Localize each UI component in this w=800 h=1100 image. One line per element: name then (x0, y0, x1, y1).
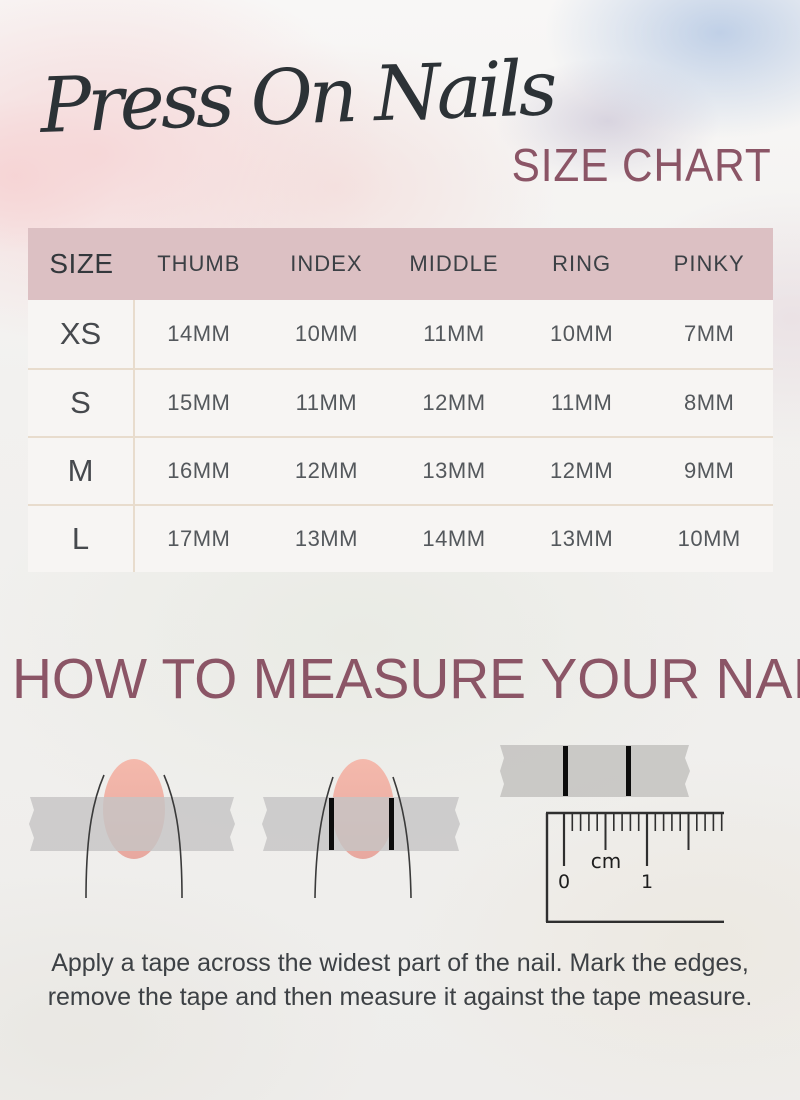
size-label: M (28, 438, 135, 504)
instructions-line-2: remove the tape and then measure it agai… (47, 983, 753, 1011)
measurement-value: 11MM (295, 390, 358, 415)
tape-strip (262, 797, 460, 851)
edge-mark-right (389, 798, 394, 850)
instructions-line-1: Apply a tape across the widest part of t… (51, 949, 749, 977)
measurement-value: 17MM (167, 526, 231, 551)
edge-guide-left (85, 774, 105, 899)
edge-guide-right (392, 776, 412, 899)
measurement-value: 16MM (167, 458, 231, 483)
measurement-value: 11MM (550, 390, 613, 415)
table-row-l: L 17MM 13MM 14MM 13MM 10MM (28, 504, 773, 572)
measurement-value: 8MM (683, 390, 735, 415)
size-chart-table: SIZE THUMB INDEX MIDDLE RING PINKY XS 14… (28, 228, 773, 572)
measurement-value: 10MM (294, 321, 358, 346)
measure-section-heading: HOW TO MEASURE YOUR NAILS (12, 647, 800, 711)
measurement-value: 12MM (422, 390, 486, 415)
table-row-xs: XS 14MM 10MM 11MM 10MM 7MM (28, 300, 773, 368)
table-row-m: M 16MM 12MM 13MM 12MM 9MM (28, 436, 773, 504)
measurement-value: 12MM (550, 458, 614, 483)
tape-strip (500, 745, 690, 797)
measurement-value: 12MM (294, 458, 358, 483)
measurement-value: 10MM (550, 321, 614, 346)
size-label: S (28, 370, 135, 436)
measurement-value: 9MM (683, 458, 735, 483)
measurement-value: 14MM (167, 321, 231, 346)
page-title-script: Press On Nails (38, 43, 555, 150)
column-header-thumb: THUMB (157, 251, 241, 276)
column-header-size: SIZE (49, 248, 114, 279)
column-header-ring: RING (552, 251, 612, 276)
column-header-index: INDEX (290, 251, 363, 276)
diagram-tape-on-nail-icon (29, 759, 235, 899)
ruler-number-1: 1 (641, 871, 653, 893)
ruler-number-0: 0 (558, 871, 570, 893)
column-header-pinky: PINKY (673, 251, 745, 276)
measurement-value: 14MM (422, 526, 486, 551)
measurement-value: 13MM (422, 458, 486, 483)
table-header-row: SIZE THUMB INDEX MIDDLE RING PINKY (28, 228, 773, 300)
edge-mark-right (626, 746, 631, 796)
measurement-value: 13MM (294, 526, 358, 551)
edge-mark-left (563, 746, 568, 796)
edge-guide-right (163, 774, 183, 899)
column-header-middle: MIDDLE (409, 251, 499, 276)
measurement-value: 15MM (167, 390, 231, 415)
instructions-text: Apply a tape across the widest part of t… (0, 946, 800, 1014)
size-label: L (28, 506, 135, 572)
measurement-value: 7MM (683, 321, 735, 346)
tape-strip (29, 797, 235, 851)
edge-mark-left (329, 798, 334, 850)
table-row-s: S 15MM 11MM 12MM 11MM 8MM (28, 368, 773, 436)
ruler (545, 811, 724, 923)
measurement-value: 11MM (423, 321, 485, 346)
diagram-tape-and-ruler-icon: cm 0 1 (500, 745, 724, 923)
measurement-value: 13MM (550, 526, 614, 551)
diagram-marked-edges-icon (262, 759, 460, 899)
size-label: XS (28, 300, 135, 368)
ruler-unit-label: cm (591, 849, 621, 873)
page-subtitle: SIZE CHART (511, 139, 772, 191)
edge-guide-left (314, 776, 334, 899)
measurement-value: 10MM (677, 526, 741, 551)
